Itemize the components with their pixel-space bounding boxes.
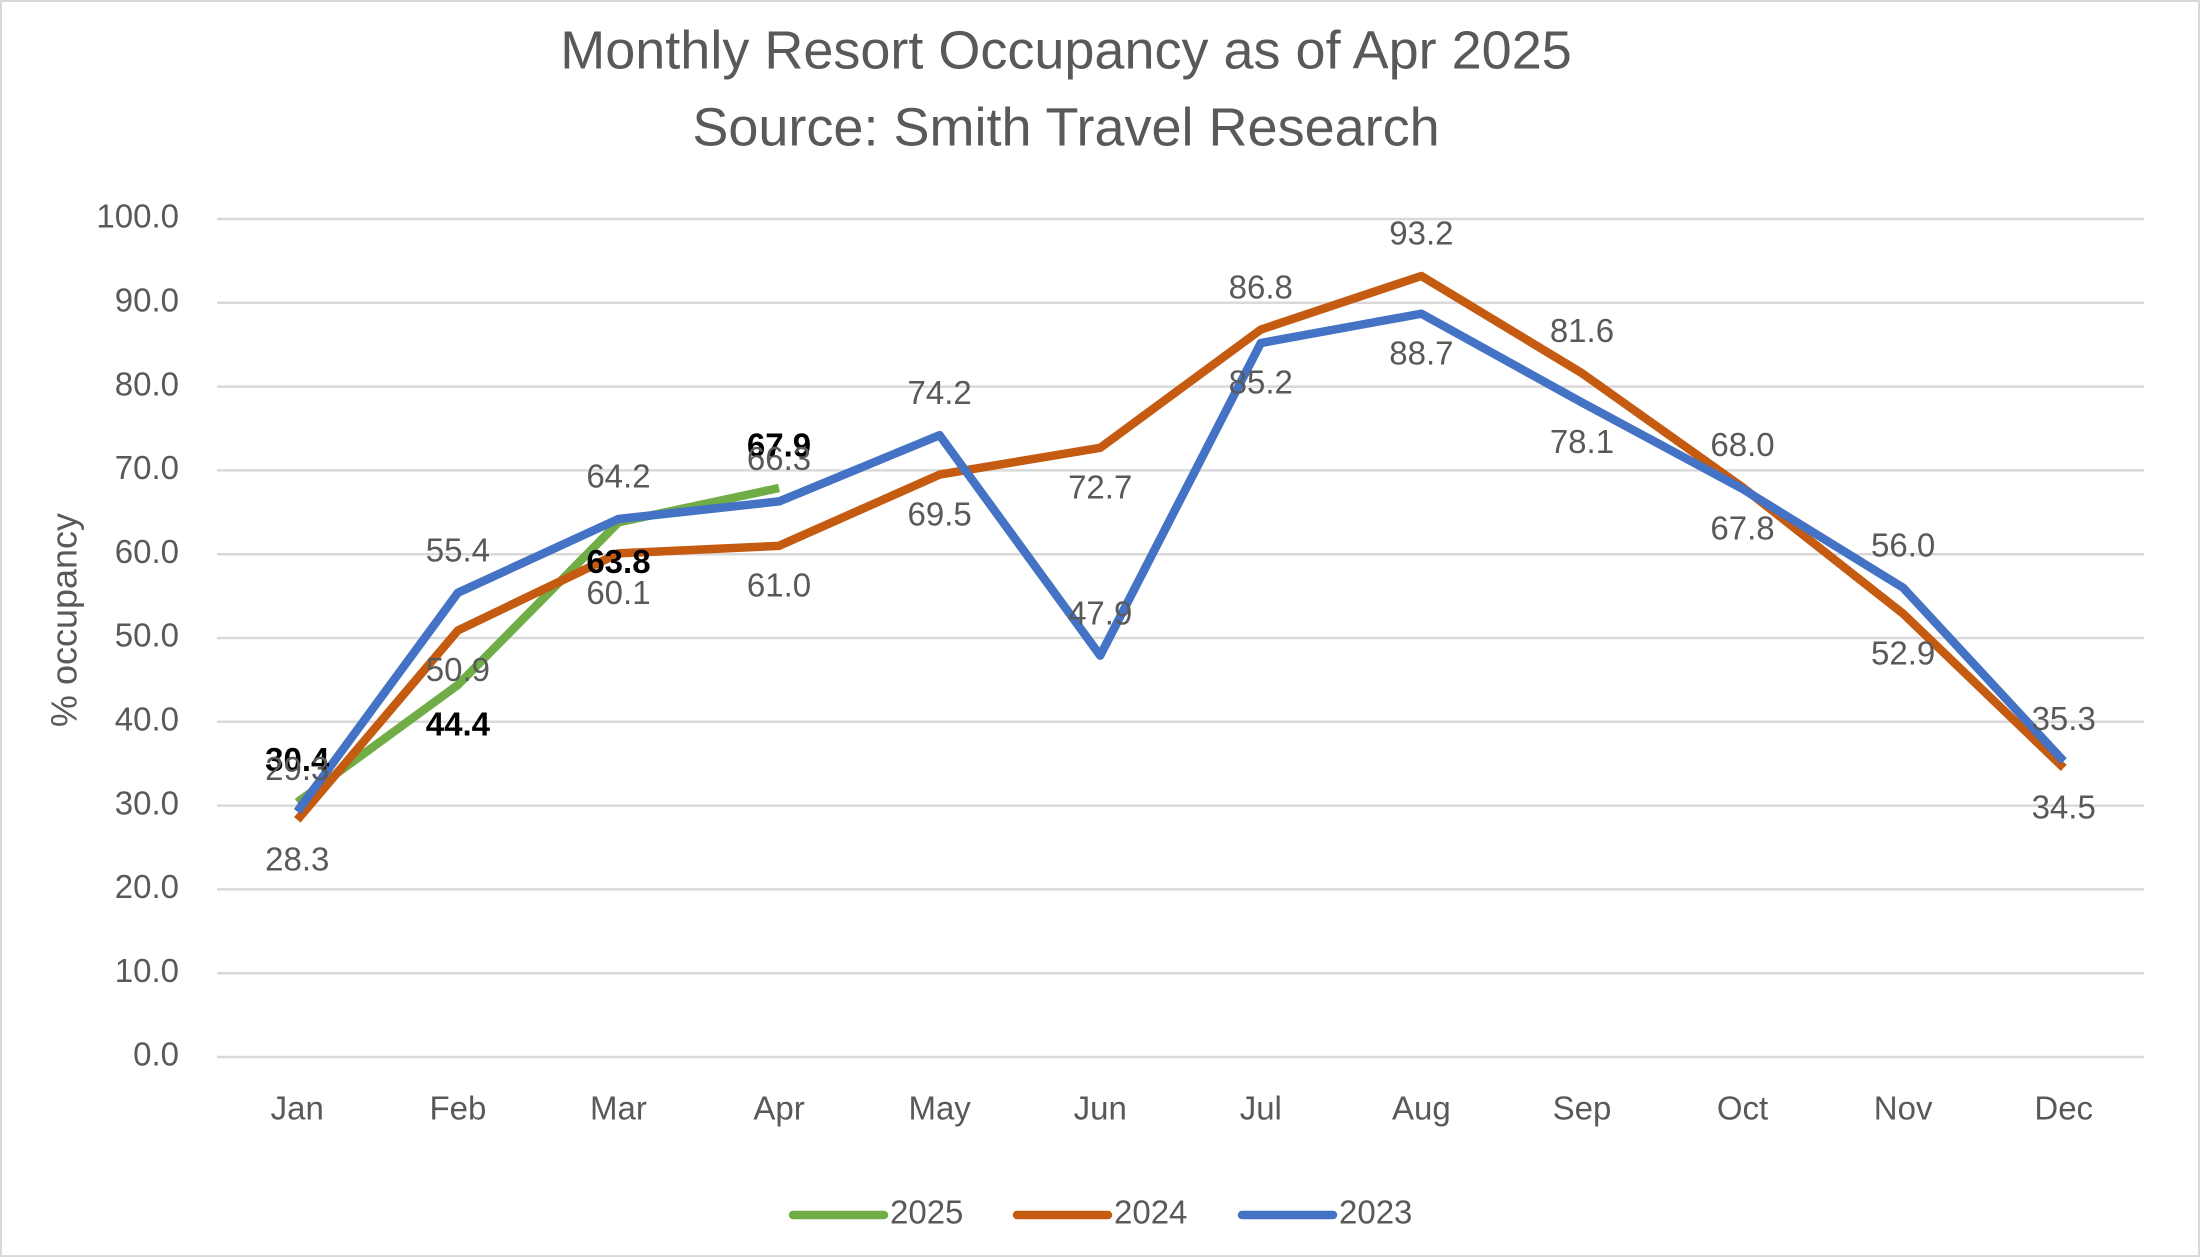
y-tick-label: 30.0 — [115, 784, 179, 821]
y-tick-label: 100.0 — [96, 198, 179, 235]
x-tick-label: Nov — [1874, 1090, 1933, 1127]
y-tick-label: 50.0 — [115, 617, 179, 654]
data-label: 60.1 — [586, 574, 650, 611]
data-label: 30.4 — [265, 741, 330, 778]
x-tick-label: Apr — [753, 1090, 804, 1127]
data-label: 61.0 — [747, 567, 811, 604]
data-label: 55.4 — [426, 531, 490, 568]
data-label: 66.3 — [747, 440, 811, 477]
data-label: 69.5 — [908, 495, 972, 532]
legend-label: 2023 — [1339, 1194, 1412, 1231]
y-tick-label: 80.0 — [115, 365, 179, 402]
x-tick-label: Feb — [429, 1090, 486, 1127]
series-line — [294, 483, 780, 806]
x-tick-label: May — [908, 1090, 971, 1127]
data-label: 78.1 — [1550, 423, 1614, 460]
data-label: 29.3 — [265, 750, 329, 787]
data-label: 67.9 — [747, 427, 811, 464]
data-label: 34.5 — [2032, 789, 2096, 826]
data-label: 47.9 — [1068, 594, 1132, 631]
data-label: 35.3 — [2032, 700, 2096, 737]
x-tick-label: Jan — [271, 1090, 324, 1127]
data-label: 74.2 — [908, 374, 972, 411]
y-tick-label: 90.0 — [115, 282, 179, 319]
chart-title: Monthly Resort Occupancy as of Apr 2025 — [560, 20, 1572, 80]
x-tick-label: Oct — [1717, 1090, 1768, 1127]
chart-subtitle: Source: Smith Travel Research — [692, 97, 1439, 157]
data-label: 64.2 — [586, 458, 650, 495]
data-label: 93.2 — [1389, 215, 1453, 252]
x-tick-label: Aug — [1392, 1090, 1451, 1127]
x-tick-label: Jun — [1074, 1090, 1127, 1127]
data-label: 50.9 — [426, 651, 490, 688]
series-line — [293, 309, 2067, 814]
data-label: 67.8 — [1710, 510, 1774, 547]
y-tick-label: 40.0 — [115, 701, 179, 738]
y-tick-label: 0.0 — [133, 1036, 179, 1073]
y-axis-label: % occupancy — [44, 513, 85, 727]
data-label: 86.8 — [1229, 268, 1293, 305]
data-label: 52.9 — [1871, 634, 1935, 671]
data-label: 68.0 — [1710, 426, 1774, 463]
x-tick-label: Mar — [590, 1090, 647, 1127]
data-label: 72.7 — [1068, 468, 1132, 505]
data-label: 88.7 — [1389, 334, 1453, 371]
legend-label: 2024 — [1114, 1194, 1187, 1231]
y-tick-label: 20.0 — [115, 868, 179, 905]
data-label: 85.2 — [1229, 364, 1293, 401]
x-tick-label: Sep — [1553, 1090, 1612, 1127]
x-tick-label: Dec — [2034, 1090, 2093, 1127]
y-tick-label: 70.0 — [115, 449, 179, 486]
data-label: 44.4 — [426, 706, 491, 743]
y-tick-label: 60.0 — [115, 533, 179, 570]
data-label: 28.3 — [265, 841, 329, 878]
data-label: 63.8 — [586, 543, 650, 580]
x-tick-label: Jul — [1240, 1090, 1282, 1127]
legend-label: 2025 — [890, 1194, 963, 1231]
data-label: 81.6 — [1550, 312, 1614, 349]
data-label: 56.0 — [1871, 526, 1935, 563]
y-tick-label: 10.0 — [115, 952, 179, 989]
